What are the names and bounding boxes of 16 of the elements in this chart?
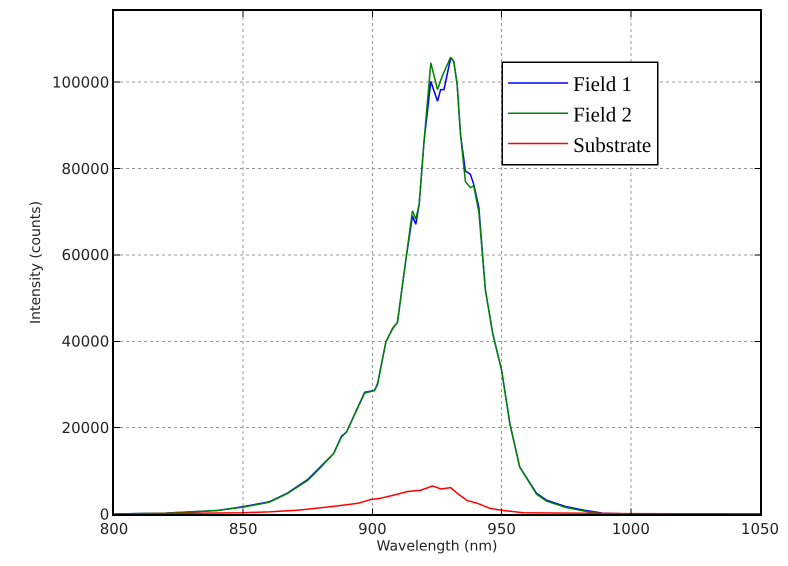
y-tick-label: 60000	[62, 246, 110, 264]
x-tick-label: 900	[358, 520, 387, 538]
legend-label: Substrate	[573, 132, 652, 157]
y-tick-label: 80000	[62, 160, 110, 178]
x-tick-label: 1050	[740, 520, 780, 538]
legend-label: Field 2	[573, 102, 632, 126]
y-axis-title: Intensity (counts)	[28, 200, 44, 324]
x-tick-label: 1000	[612, 520, 650, 538]
line-series	[114, 485, 760, 514]
x-tick-label: 950	[487, 520, 516, 538]
y-tick-label: 20000	[62, 418, 110, 437]
y-tick-label: 100000	[52, 73, 110, 92]
y-tick-label: 40000	[62, 332, 110, 351]
x-axis-title: Wavelength (nm)	[376, 538, 498, 555]
x-tick-label: 850	[228, 520, 258, 538]
legend-label: Field 1	[573, 72, 632, 96]
